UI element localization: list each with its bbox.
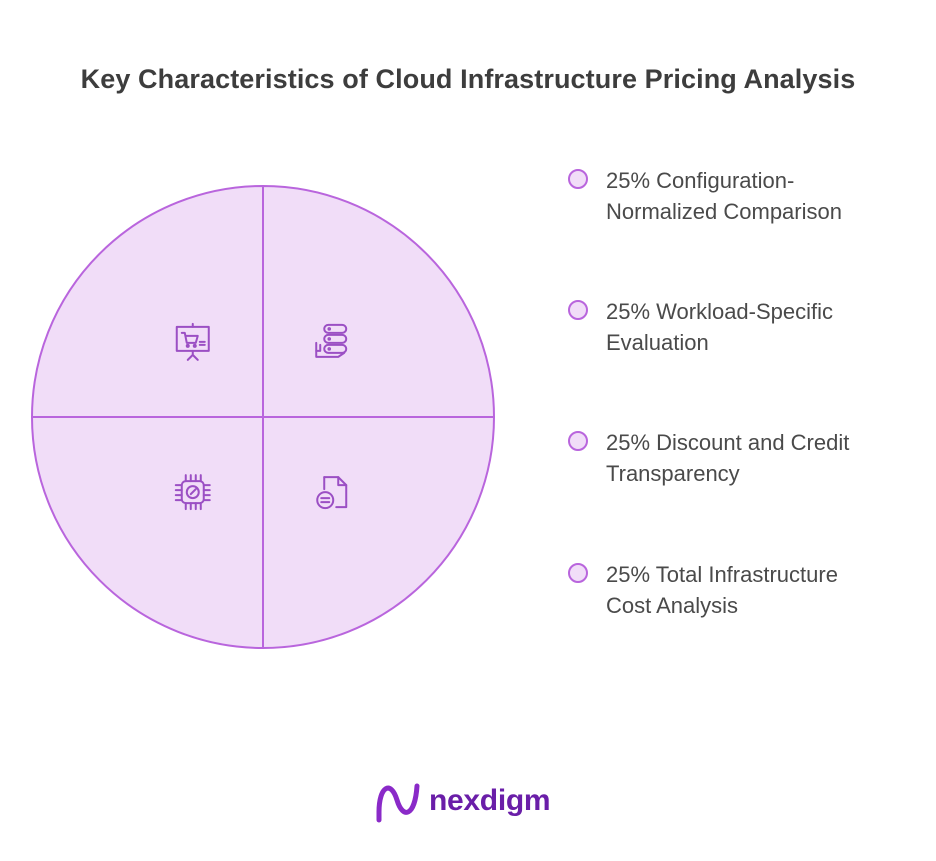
pie-slice	[262, 184, 496, 418]
legend-item: 25% Total Infrastructure Cost Analysis	[568, 559, 908, 629]
nexdigm-logo-icon	[376, 783, 420, 823]
presentation-cart-icon	[175, 322, 210, 361]
legend-marker	[568, 563, 588, 583]
brand-name: nexdigm	[429, 784, 551, 817]
legend-label: 25% Discount and Credit Transparency	[606, 430, 850, 486]
server-stack-icon	[315, 323, 348, 358]
pie-slice	[30, 416, 264, 650]
legend-item: 25% Configuration- Normalized Comparison	[568, 165, 908, 235]
pie-slice	[262, 416, 496, 650]
document-icon	[316, 476, 348, 510]
brand-logo: nexdigm	[375, 776, 575, 826]
chart-title: Key Characteristics of Cloud Infrastruct…	[80, 64, 856, 94]
legend-label: 25% Configuration- Normalized Comparison	[606, 168, 842, 224]
pie-slice	[30, 184, 264, 418]
cpu-chip-icon	[174, 474, 211, 511]
legend-marker	[568, 169, 588, 189]
legend-marker	[568, 431, 588, 451]
legend-item: 25% Discount and Credit Transparency	[568, 427, 908, 497]
legend-label: 25% Total Infrastructure Cost Analysis	[606, 562, 838, 618]
legend-item: 25% Workload-Specific Evaluation	[568, 296, 908, 366]
legend-label: 25% Workload-Specific Evaluation	[606, 299, 834, 355]
legend-marker	[568, 300, 588, 320]
